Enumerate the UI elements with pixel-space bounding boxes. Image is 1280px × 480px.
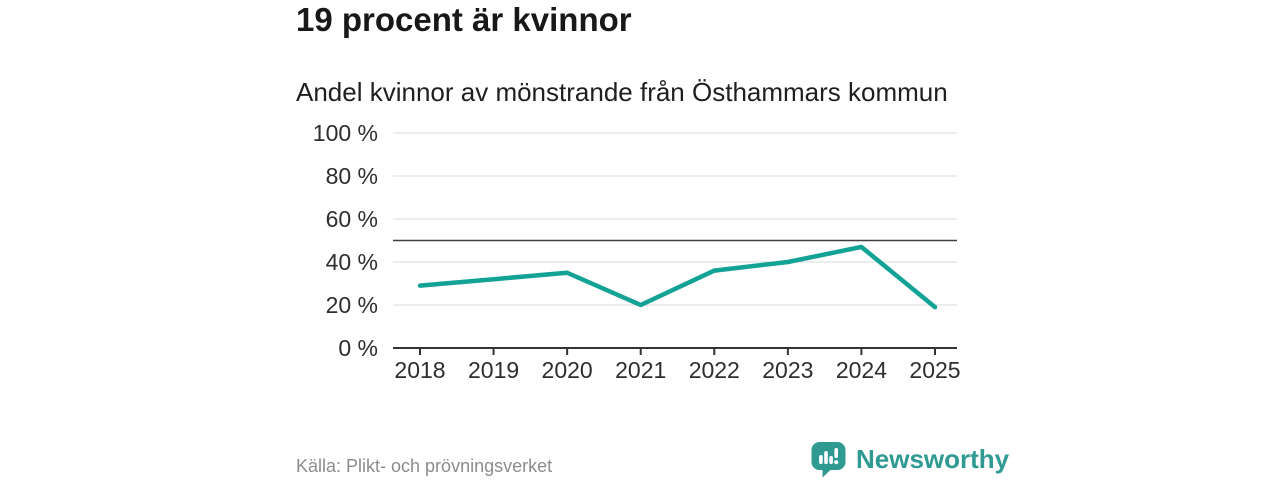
x-axis-tick-label: 2020 <box>542 357 593 383</box>
x-axis-tick-label: 2023 <box>762 357 813 383</box>
newsworthy-barchart-pin-icon <box>811 442 846 478</box>
y-axis-tick-label: 40 % <box>326 249 378 275</box>
y-axis-tick-label: 0 % <box>338 335 378 361</box>
x-axis-tick-label: 2025 <box>909 357 960 383</box>
x-axis-tick-label: 2021 <box>615 357 666 383</box>
newsworthy-logo[interactable]: Newsworthy <box>810 440 1009 478</box>
y-axis-tick-label: 80 % <box>326 163 378 189</box>
chart-title: 19 procent är kvinnor <box>296 1 632 38</box>
y-axis-tick-label: 100 % <box>313 120 378 146</box>
newsworthy-logo-text: Newsworthy <box>856 443 1010 474</box>
chart-subtitle: Andel kvinnor av mönstrande från Östhamm… <box>296 77 948 107</box>
trend-line-Andel kvinnor <box>417 244 938 310</box>
x-axis-tick-label: 2024 <box>836 357 887 383</box>
y-axis-tick-label: 60 % <box>326 206 378 232</box>
x-axis-tick-label: 2019 <box>468 357 519 383</box>
x-axis-tick-label: 2018 <box>394 357 445 383</box>
y-axis-tick-label: 20 % <box>326 292 378 318</box>
chart-canvas: 0 % 20 % 40 % 60 % 80 % 100 % 2018 2019 2020 2021… <box>313 120 961 383</box>
line-chart: 0 % 20 % 40 % 60 % 80 % 100 % 2018 2019 2020 2021… <box>0 110 1000 400</box>
x-axis-tick-label: 2022 <box>689 357 740 383</box>
source-note: Källa: Plikt- och prövningsverket <box>296 456 553 476</box>
